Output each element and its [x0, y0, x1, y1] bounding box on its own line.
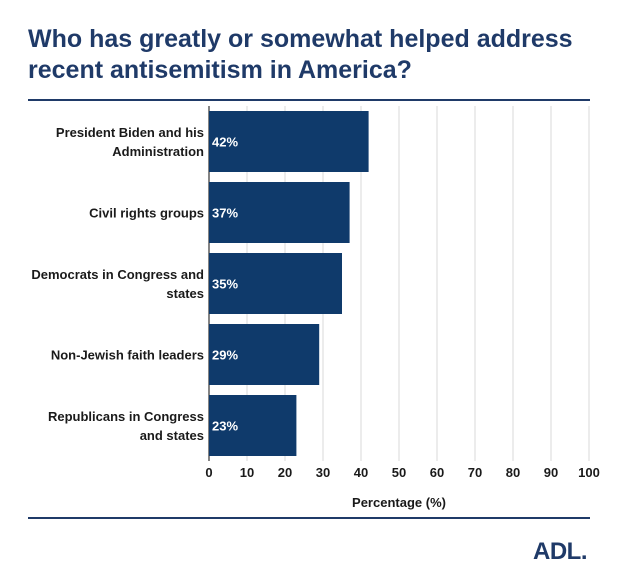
x-tick-label: 100: [578, 465, 600, 480]
category-label: Non-Jewish faith leaders: [51, 348, 204, 363]
x-tick-label: 80: [506, 465, 520, 480]
data-label: 35%: [212, 277, 238, 292]
x-tick-label: 30: [316, 465, 330, 480]
bottom-divider: [28, 517, 590, 519]
logo-dot: .: [580, 538, 588, 565]
x-tick-label: 70: [468, 465, 482, 480]
category-label-line: Non-Jewish faith leaders: [51, 348, 204, 363]
bar: [209, 111, 369, 172]
x-axis-label: Percentage (%): [352, 495, 446, 510]
x-tick-label: 10: [240, 465, 254, 480]
title-line-2: recent antisemitism in America?: [28, 56, 412, 84]
bar: [209, 253, 342, 314]
category-label-line: states: [166, 286, 204, 301]
category-label-line: and states: [140, 428, 204, 443]
data-label: 37%: [212, 206, 238, 221]
category-label: Democrats in Congress and states: [31, 267, 204, 301]
bar: [209, 182, 350, 243]
x-tick-label: 40: [354, 465, 368, 480]
bar: [209, 324, 320, 385]
bar: [209, 395, 297, 456]
top-divider: [28, 99, 590, 101]
category-label-line: Administration: [112, 144, 204, 159]
category-label-line: Democrats in Congress and: [31, 267, 204, 282]
x-tick-label: 50: [392, 465, 406, 480]
category-label: Civil rights groups: [89, 206, 204, 221]
title-line-1: Who has greatly or somewhat helped addre…: [28, 25, 573, 53]
x-tick-label: 60: [430, 465, 444, 480]
bar-chart: 0 10 20 30 40 50 60 70 80 90 100 Percentage (%) 42% P…: [31, 106, 600, 510]
chart-title: Who has greatly or somewhat helped addre…: [28, 24, 598, 86]
adl-logo: ADL.: [533, 538, 588, 566]
category-label: Republicans in Congress and states: [48, 409, 204, 443]
data-label: 42%: [212, 135, 238, 150]
logo-text: ADL: [533, 538, 581, 565]
x-tick-label: 20: [278, 465, 292, 480]
category-label-line: President Biden and his: [56, 125, 204, 140]
data-label: 23%: [212, 419, 238, 434]
x-tick-label: 90: [544, 465, 558, 480]
category-label: President Biden and his Administration: [56, 125, 204, 159]
x-tick-label: 0: [205, 465, 212, 480]
category-label-line: Republicans in Congress: [48, 409, 204, 424]
category-label-line: Civil rights groups: [89, 206, 204, 221]
data-label: 29%: [212, 348, 238, 363]
